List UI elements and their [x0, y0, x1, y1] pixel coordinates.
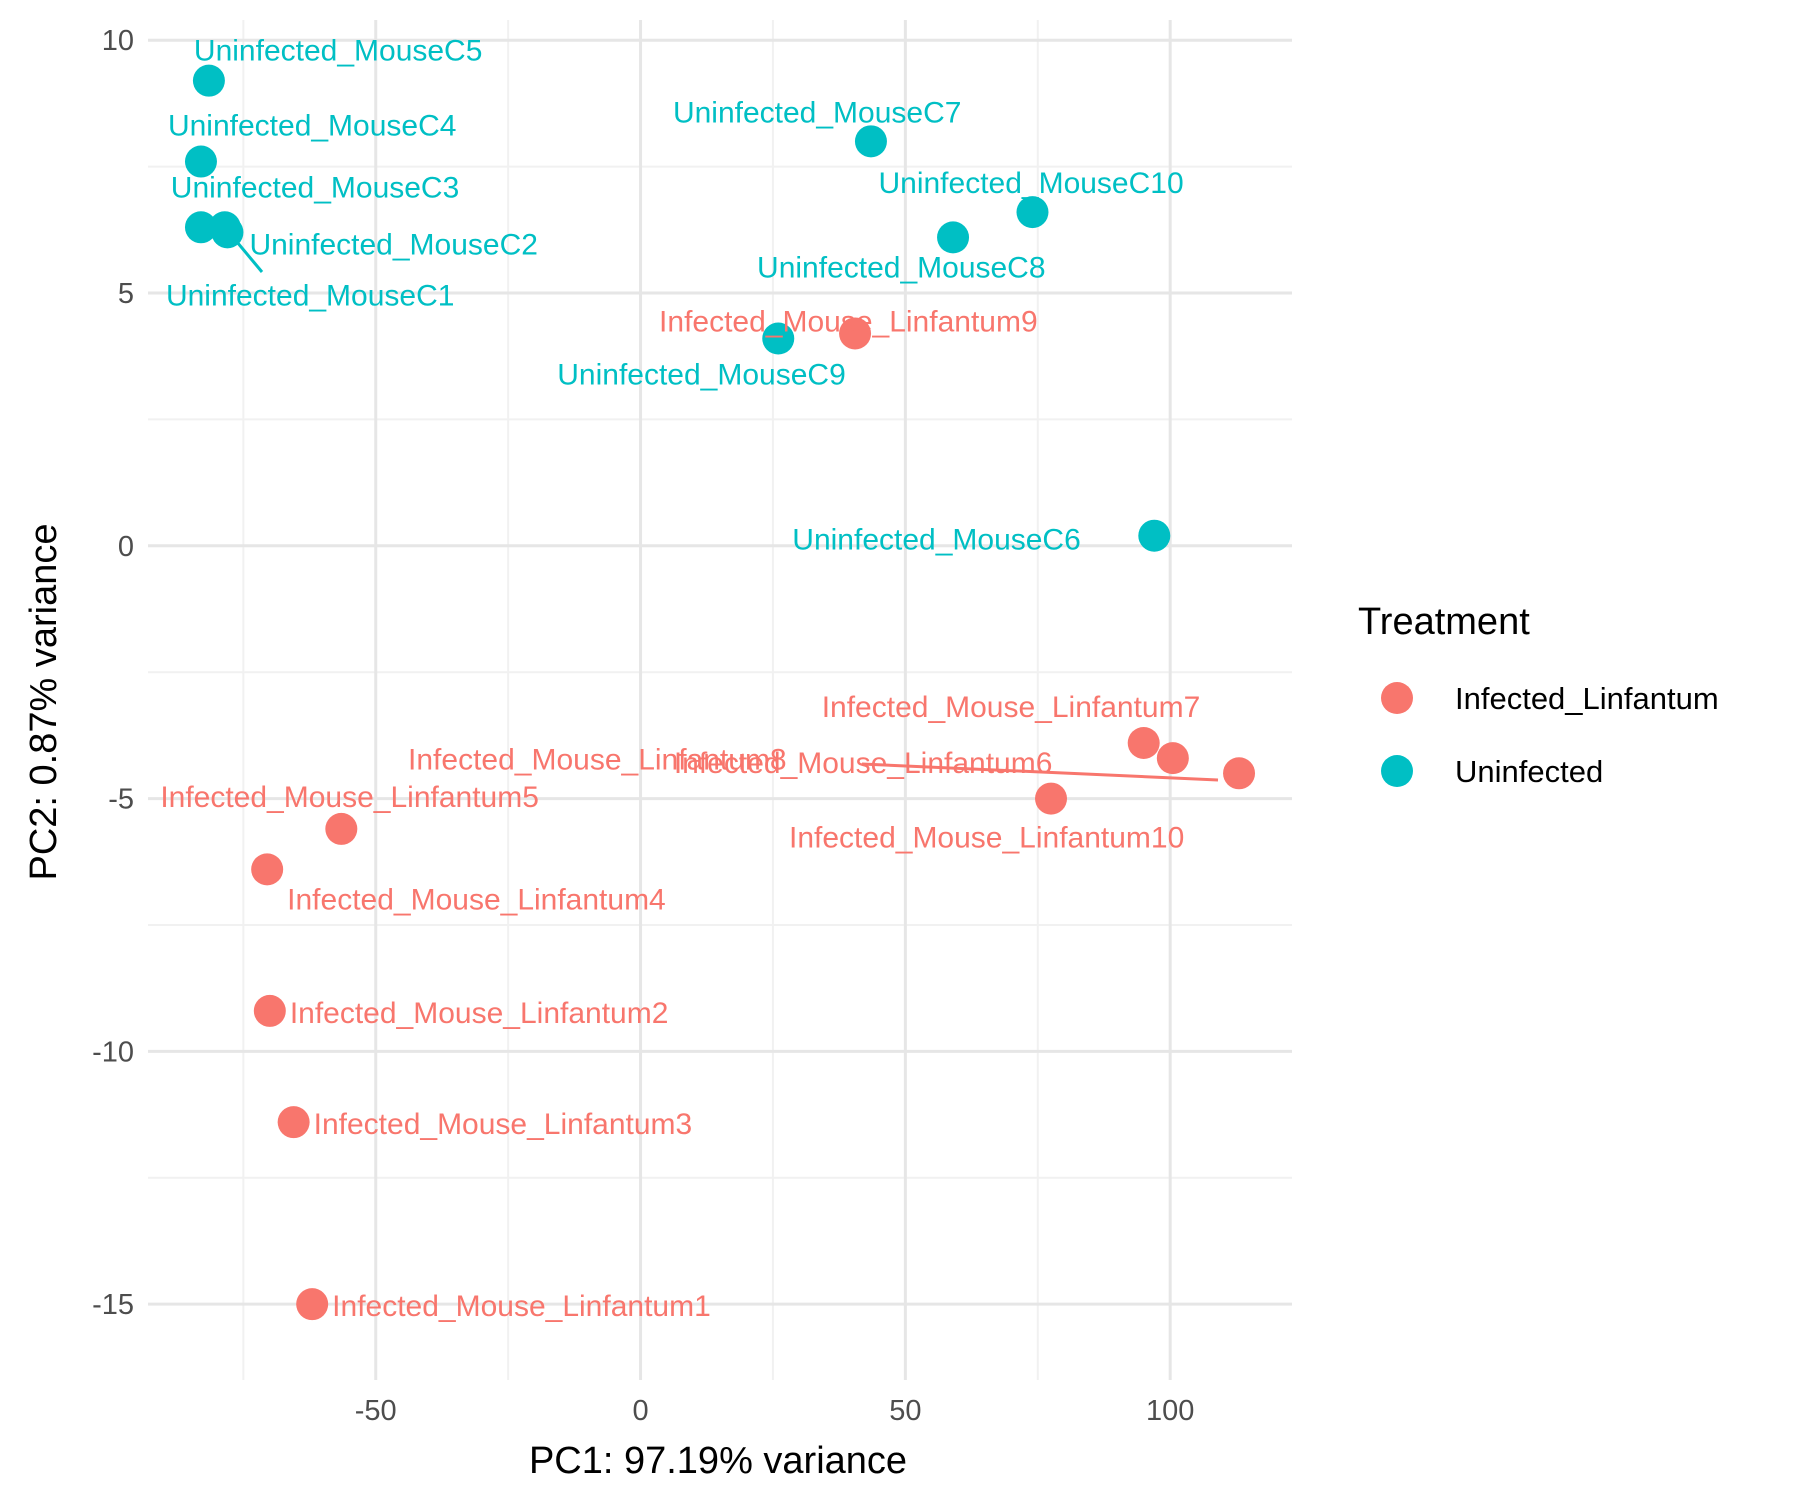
data-points: [184, 64, 1256, 1321]
point-label: Uninfected_MouseC10: [878, 167, 1183, 200]
y-tick-label: 0: [118, 531, 134, 563]
scatter-point: [937, 221, 970, 254]
scatter-point: [277, 1106, 310, 1139]
scatter-point: [184, 145, 217, 178]
point-label: Infected_Mouse_Linfantum9: [659, 305, 1038, 338]
point-label: Infected_Mouse_Linfantum5: [160, 781, 539, 814]
point-label: Uninfected_MouseC7: [673, 96, 962, 129]
x-tick-label: 0: [632, 1395, 648, 1427]
legend-title: Treatment: [1358, 601, 1530, 643]
point-label: Uninfected_MouseC8: [757, 251, 1046, 284]
point-label: Infected_Mouse_Linfantum3: [314, 1108, 693, 1141]
scatter-point: [1138, 519, 1171, 552]
scatter-point: [839, 317, 872, 350]
scatter-point: [1016, 196, 1049, 229]
y-tick-label: 5: [118, 278, 134, 310]
scatter-point: [762, 322, 795, 355]
point-label: Infected_Mouse_Linfantum10: [789, 822, 1184, 855]
point-label: Uninfected_MouseC9: [557, 359, 846, 392]
scatter-point: [296, 1288, 329, 1321]
point-label: Uninfected_MouseC6: [792, 524, 1081, 557]
point-label: Infected_Mouse_Linfantum4: [287, 883, 666, 916]
point-label: Infected_Mouse_Linfantum6: [674, 747, 1053, 780]
scatter-point: [1223, 757, 1256, 790]
point-label: Uninfected_MouseC4: [168, 110, 457, 143]
point-label: Infected_Mouse_Linfantum1: [332, 1290, 711, 1323]
point-label: Uninfected_MouseC5: [194, 35, 483, 68]
scatter-point: [251, 853, 284, 886]
y-tick-label: -10: [92, 1036, 134, 1068]
point-label: Uninfected_MouseC2: [249, 228, 538, 261]
point-label: Uninfected_MouseC3: [171, 171, 460, 204]
scatter-point: [208, 211, 241, 244]
y-tick-label: -5: [108, 784, 134, 816]
scatter-point: [1156, 742, 1189, 775]
point-label: Uninfected_MouseC1: [166, 279, 455, 312]
legend-label-uninfected: Uninfected: [1455, 754, 1603, 789]
legend: Treatment Infected_Linfantum Uninfected: [1358, 601, 1719, 789]
point-labels: Infected_Mouse_Linfantum1 Infected_Mouse_…: [160, 35, 1200, 1323]
gridlines: [148, 20, 1292, 1380]
y-tick-label: -15: [92, 1289, 134, 1321]
legend-label-infected: Infected_Linfantum: [1455, 681, 1719, 716]
x-tick-label: -50: [355, 1395, 397, 1427]
legend-key-infected: [1381, 682, 1413, 714]
scatter-point: [1035, 782, 1068, 815]
scatter-point: [192, 64, 225, 97]
point-label: Infected_Mouse_Linfantum2: [290, 997, 669, 1030]
x-axis-title: PC1: 97.19% variance: [529, 1440, 907, 1482]
legend-key-uninfected: [1381, 755, 1413, 787]
scatter-point: [854, 125, 887, 158]
point-label: Infected_Mouse_Linfantum8: [408, 743, 787, 776]
point-label: Infected_Mouse_Linfantum7: [822, 691, 1201, 724]
y-tick-label: 10: [102, 25, 134, 57]
label-connector: [861, 762, 1219, 782]
scatter-point: [253, 994, 286, 1027]
scatter-point: [184, 211, 217, 244]
scatter-point: [1127, 726, 1160, 759]
y-axis-title: PC2: 0.87% variance: [23, 524, 65, 881]
x-tick-label: 50: [889, 1395, 921, 1427]
scatter-point: [325, 812, 358, 845]
x-tick-label: 100: [1146, 1395, 1194, 1427]
